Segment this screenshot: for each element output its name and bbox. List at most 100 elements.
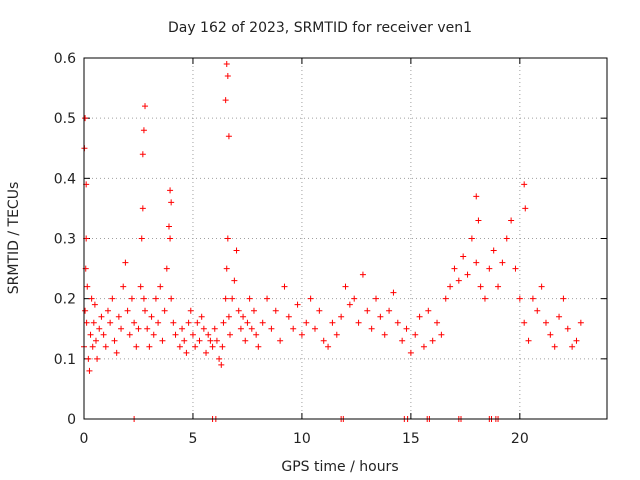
data-point <box>268 325 275 332</box>
data-point <box>250 307 257 314</box>
data-point <box>225 133 232 140</box>
data-point <box>525 337 532 344</box>
data-point <box>161 307 168 314</box>
data-point <box>290 325 297 332</box>
data-point <box>560 295 567 302</box>
data-point <box>223 265 230 272</box>
y-tick-label: 0.5 <box>54 111 76 127</box>
data-points <box>81 61 584 422</box>
data-point <box>205 331 212 338</box>
data-point <box>139 205 146 212</box>
data-point <box>351 295 358 302</box>
data-point <box>233 247 240 254</box>
data-point <box>346 301 353 308</box>
data-point <box>355 319 362 326</box>
data-point <box>438 331 445 338</box>
grid-lines <box>84 58 607 419</box>
data-point <box>542 319 549 326</box>
data-point <box>92 337 99 344</box>
data-point <box>196 337 203 344</box>
data-point <box>516 295 523 302</box>
data-point <box>107 319 114 326</box>
data-point <box>218 361 225 368</box>
data-point <box>316 307 323 314</box>
data-point <box>508 217 515 224</box>
data-point <box>187 307 194 314</box>
data-point <box>91 301 98 308</box>
x-axis-label: GPS time / hours <box>281 459 398 475</box>
data-point <box>475 217 482 224</box>
data-point <box>179 325 186 332</box>
data-point <box>139 151 146 158</box>
data-point <box>512 265 519 272</box>
data-point <box>83 319 90 326</box>
data-point <box>503 235 510 242</box>
data-point <box>429 337 436 344</box>
data-point <box>157 283 164 290</box>
data-point <box>556 313 563 320</box>
data-point <box>146 343 153 350</box>
data-point <box>165 223 172 230</box>
data-point <box>342 283 349 290</box>
data-point <box>442 295 449 302</box>
data-point <box>237 325 244 332</box>
data-point <box>231 277 238 284</box>
data-point <box>235 307 242 314</box>
data-point <box>183 349 190 356</box>
data-point <box>464 271 471 278</box>
data-point <box>90 319 97 326</box>
data-point <box>98 313 105 320</box>
data-point <box>521 181 528 188</box>
data-point <box>109 295 116 302</box>
data-point <box>486 265 493 272</box>
data-point <box>368 325 375 332</box>
data-point <box>403 325 410 332</box>
data-point <box>307 295 314 302</box>
data-point <box>216 355 223 362</box>
y-tick-label: 0.1 <box>54 352 76 368</box>
chart-title: Day 162 of 2023, SRMTID for receiver ven… <box>168 20 472 36</box>
data-point <box>473 259 480 266</box>
data-point <box>124 307 131 314</box>
data-point <box>381 331 388 338</box>
data-point <box>386 307 393 314</box>
data-point <box>224 73 231 80</box>
data-point <box>192 343 199 350</box>
data-point <box>223 61 230 68</box>
data-point <box>534 307 541 314</box>
data-point <box>248 325 255 332</box>
data-point <box>495 283 502 290</box>
data-point <box>155 319 162 326</box>
data-point <box>460 253 467 260</box>
data-point <box>338 313 345 320</box>
data-point <box>325 343 332 350</box>
data-point <box>126 331 133 338</box>
data-point <box>242 337 249 344</box>
data-point <box>253 331 260 338</box>
data-point <box>142 307 149 314</box>
data-point <box>547 331 554 338</box>
data-point <box>320 337 327 344</box>
data-point <box>152 295 159 302</box>
data-point <box>213 337 220 344</box>
x-tick-label: 20 <box>511 431 529 447</box>
data-point <box>394 319 401 326</box>
data-point <box>181 337 188 344</box>
data-point <box>255 343 262 350</box>
data-point <box>170 319 177 326</box>
data-point <box>364 307 371 314</box>
data-point <box>128 295 135 302</box>
data-point <box>455 277 462 284</box>
data-point <box>399 337 406 344</box>
data-point <box>259 319 266 326</box>
data-point <box>168 295 175 302</box>
data-point <box>172 331 179 338</box>
data-point <box>111 337 118 344</box>
data-point <box>569 343 576 350</box>
data-point <box>118 325 125 332</box>
data-point <box>246 295 253 302</box>
data-point <box>434 319 441 326</box>
data-point <box>285 313 292 320</box>
data-point <box>373 295 380 302</box>
